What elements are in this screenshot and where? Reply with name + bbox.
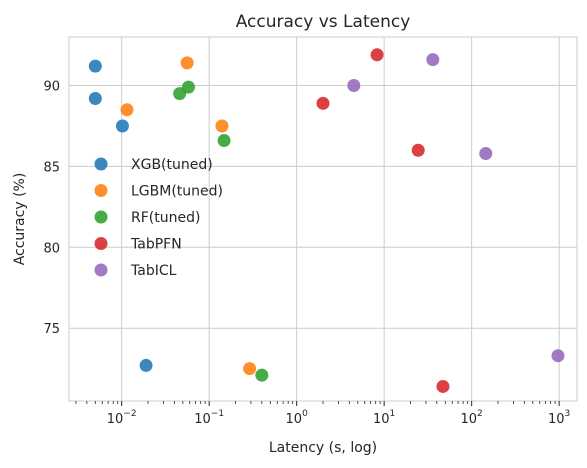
data-point (215, 119, 229, 133)
data-point (180, 56, 194, 70)
x-tick-exponent: 0 (302, 409, 308, 419)
x-tick-base: 10 (107, 412, 124, 427)
x-tick-exponent: −2 (123, 409, 136, 419)
data-point (316, 96, 330, 110)
data-point (436, 379, 450, 393)
legend-label: TabICL (130, 263, 177, 279)
x-tick-base: 10 (461, 412, 478, 427)
x-tick-base: 10 (373, 412, 390, 427)
data-point (115, 119, 129, 133)
legend-label: LGBM(tuned) (131, 184, 223, 200)
legend-marker (94, 263, 108, 277)
x-ticks: 10−2 10−1 100 101 102 103 (75, 401, 570, 427)
legend-label: TabPFN (130, 237, 182, 253)
x-tick-label: 102 (461, 409, 483, 427)
legend-marker (94, 210, 108, 224)
data-points (88, 48, 565, 393)
x-tick-label: 103 (548, 409, 570, 427)
x-tick-exponent: 1 (390, 409, 396, 419)
x-tick-exponent: 3 (565, 409, 571, 419)
x-tick-exponent: 2 (477, 409, 483, 419)
data-point (479, 146, 493, 160)
legend-marker (94, 184, 108, 197)
x-tick-label: 10−2 (107, 409, 137, 427)
x-tick-label: 100 (286, 409, 309, 427)
data-point (411, 143, 425, 157)
x-tick-exponent: −1 (211, 409, 224, 419)
data-point (426, 53, 440, 67)
data-point (217, 134, 231, 148)
x-tick-base: 10 (548, 412, 565, 427)
x-axis-label: Latency (s, log) (269, 440, 377, 456)
x-tick-base: 10 (194, 412, 211, 427)
data-point (255, 368, 269, 382)
y-tick-label: 90 (43, 80, 60, 95)
legend-marker (94, 237, 108, 250)
legend: XGB(tuned) LGBM(tuned) RF(tuned) TabPFN TabI… (94, 157, 223, 279)
chart-title: Accuracy vs Latency (236, 12, 411, 32)
grid (69, 37, 577, 401)
x-tick-label: 101 (373, 409, 395, 427)
data-point (88, 91, 102, 105)
y-tick-label: 80 (43, 241, 60, 256)
data-point (551, 349, 565, 363)
data-point (181, 80, 195, 94)
data-point (88, 59, 102, 73)
data-point (370, 48, 384, 62)
data-point (120, 103, 134, 117)
legend-label: XGB(tuned) (131, 157, 213, 173)
data-point (243, 362, 257, 376)
data-point (347, 79, 361, 93)
y-axis-label: Accuracy (%) (12, 173, 28, 266)
legend-marker (94, 157, 108, 171)
data-point (139, 358, 153, 372)
y-ticks: 75 80 85 90 (43, 80, 60, 338)
y-tick-label: 85 (43, 160, 60, 175)
x-tick-base: 10 (286, 412, 303, 427)
x-tick-label: 10−1 (194, 409, 224, 427)
y-tick-label: 75 (43, 322, 60, 337)
legend-label: RF(tuned) (131, 210, 200, 226)
